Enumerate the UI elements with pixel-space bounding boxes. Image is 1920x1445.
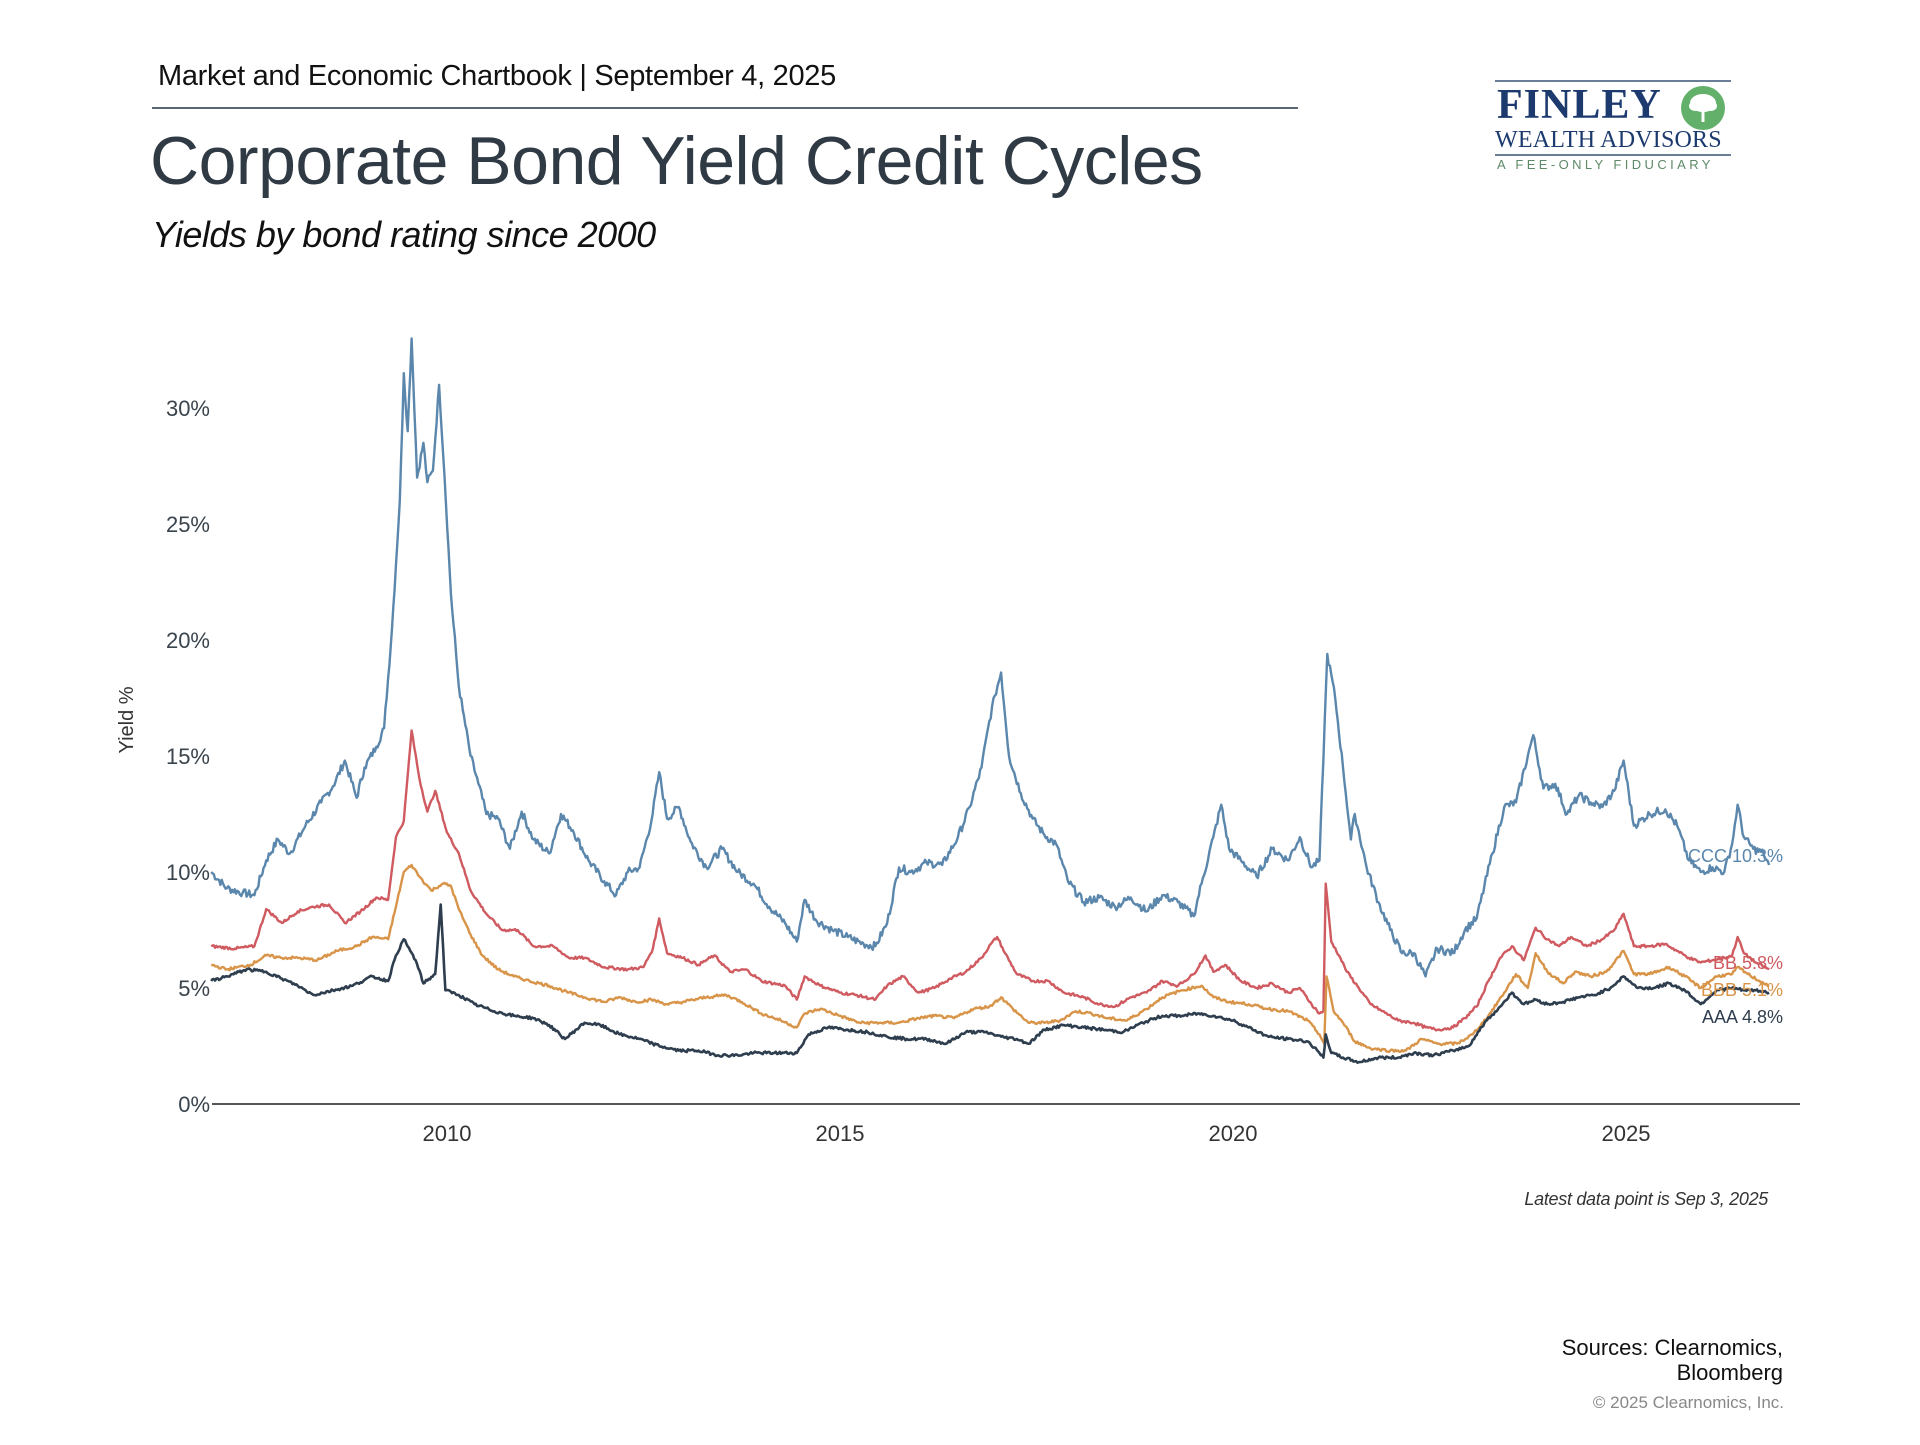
tree-icon	[1681, 86, 1725, 130]
x-tick-label: 2020	[1209, 1121, 1258, 1146]
x-tick-label: 2015	[816, 1121, 865, 1146]
y-tick-label: 25%	[166, 512, 210, 537]
end-label-aaa: AAA 4.8%	[1702, 1007, 1783, 1027]
end-label-bbb: BBB 5.1%	[1701, 980, 1783, 1000]
page-subtitle: Yields by bond rating since 2000	[152, 214, 656, 255]
y-tick-label: 0%	[178, 1092, 210, 1117]
finley-logo: FINLEY WEALTH ADVISORS A FEE-ONLY FIDUCI…	[1495, 80, 1735, 180]
series-line-bbb	[210, 863, 1770, 1054]
end-label-bb: BB 5.8%	[1713, 953, 1783, 973]
y-tick-label: 10%	[166, 860, 210, 885]
logo-subline: WEALTH ADVISORS	[1495, 127, 1722, 153]
latest-data-note: Latest data point is Sep 3, 2025	[1524, 1189, 1768, 1209]
y-tick-label: 20%	[166, 628, 210, 653]
y-tick-label: 30%	[166, 396, 210, 421]
x-tick-label: 2010	[423, 1121, 472, 1146]
series-line-ccc	[210, 337, 1771, 978]
header-divider	[152, 107, 1298, 109]
logo-wordmark: FINLEY	[1497, 82, 1662, 128]
logo-tagline: A FEE-ONLY FIDUCIARY	[1497, 157, 1714, 172]
tree-icon-glyph	[1689, 94, 1717, 122]
copyright-note: © 2025 Clearnomics, Inc.	[1592, 1393, 1784, 1412]
x-tick-label: 2025	[1602, 1121, 1651, 1146]
logo-top-rule	[1495, 80, 1731, 82]
y-tick-label: 5%	[178, 976, 210, 1001]
chartbook-kicker: Market and Economic Chartbook | Septembe…	[158, 60, 836, 92]
page-title: Corporate Bond Yield Credit Cycles	[150, 123, 1203, 199]
sources-note: Sources: Clearnomics, Bloomberg	[1562, 1335, 1783, 1385]
series-line-bb	[210, 729, 1770, 1032]
sources-line-2: Bloomberg	[1676, 1360, 1783, 1385]
y-tick-label: 15%	[166, 744, 210, 769]
logo-bottom-rule	[1495, 154, 1731, 156]
series-line-aaa	[210, 903, 1770, 1064]
y-axis-label: Yield %	[116, 686, 138, 753]
sources-line-1: Sources: Clearnomics,	[1561, 1335, 1783, 1360]
end-label-ccc: CCC 10.3%	[1688, 846, 1783, 866]
